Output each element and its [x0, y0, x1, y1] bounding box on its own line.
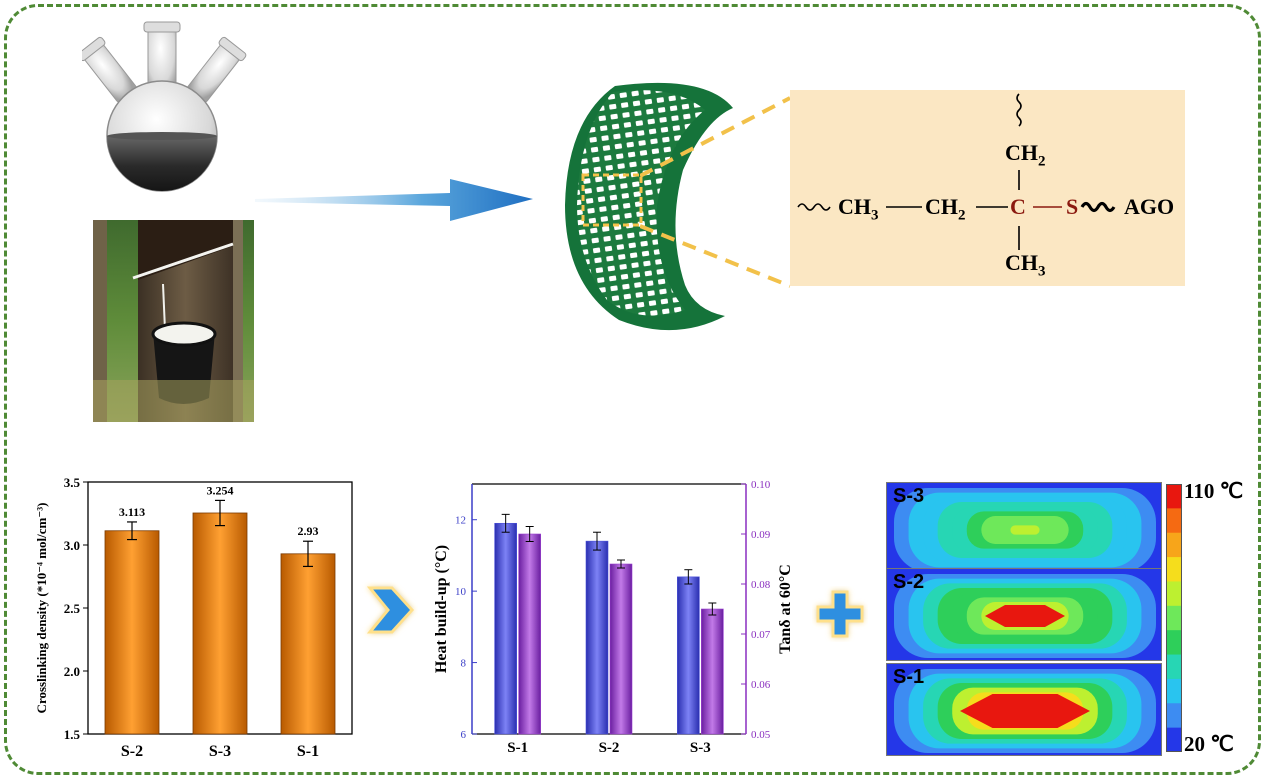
x-tick-label: S-3 — [690, 740, 711, 756]
tan-bar-S-1 — [518, 533, 541, 735]
scale-segment — [1166, 581, 1182, 607]
y2-tick-label: 0.08 — [751, 579, 771, 591]
left-group: CH3 — [838, 194, 879, 224]
y-tick-label: 3.5 — [64, 475, 81, 490]
scale-segment — [1166, 508, 1182, 534]
thermal-panel-label: S-3 — [893, 485, 925, 507]
scale-segment — [1166, 654, 1182, 680]
bottom-group: CH3 — [1005, 250, 1046, 280]
data-label: 3.113 — [119, 505, 145, 519]
x-tick-label: S-2 — [121, 743, 143, 760]
y2-tick-label: 0.07 — [751, 629, 771, 641]
chem-bonds — [797, 93, 1116, 250]
y-tick-label: 6 — [461, 729, 467, 741]
y-tick-label: 12 — [455, 515, 466, 527]
thermal-map — [887, 483, 1161, 574]
scale-max-label: 110 ℃ — [1184, 479, 1244, 503]
thermal-hotspot — [960, 694, 1090, 728]
scale-segment — [1166, 532, 1182, 558]
x-tick-label: S-3 — [209, 743, 231, 760]
scale-segment — [1166, 678, 1182, 704]
sulfur-atom: S — [1066, 194, 1079, 219]
thermal-hotspot — [985, 605, 1065, 627]
x-tick-label: S-1 — [297, 743, 319, 760]
y-tick-label: 2.0 — [64, 664, 80, 679]
y2-tick-label: 0.09 — [751, 529, 771, 541]
heat-bar-S-2 — [585, 540, 609, 735]
bar-S-1 — [280, 553, 336, 735]
heat-bar-S-1 — [494, 522, 517, 735]
chemical-structure-panel: CH2 CH3 CH2 C S AGO CH3 — [790, 90, 1185, 286]
y-tick-label: 8 — [461, 658, 467, 670]
scale-border — [1166, 484, 1182, 752]
plus-icon — [816, 590, 864, 638]
y-tick-label: 10 — [455, 586, 467, 598]
scale-segment — [1166, 557, 1182, 582]
scale-segment — [1166, 727, 1182, 752]
middle-group: CH2 — [925, 194, 966, 224]
y-tick-label: 2.5 — [64, 601, 81, 616]
scale-segment — [1166, 630, 1182, 656]
tan-bar-S-2 — [609, 563, 633, 735]
tan-bar-S-3 — [701, 608, 724, 735]
data-label: 3.254 — [207, 483, 234, 497]
dashed-frame — [4, 4, 1261, 775]
thermal-panel-s-1: S-1 — [886, 663, 1162, 756]
center-carbon: C — [1010, 194, 1026, 219]
y2-axis-label: Tanδ at 60°C — [777, 564, 794, 654]
scale-segment — [1166, 484, 1182, 509]
thermal-panel-label: S-2 — [893, 571, 925, 593]
process-arrow — [255, 179, 533, 221]
temperature-color-scale — [1166, 484, 1182, 752]
bar-S-2 — [104, 530, 160, 735]
thermal-panel-label: S-1 — [893, 666, 925, 688]
thermal-contour — [1010, 525, 1040, 535]
scale-segment — [1166, 605, 1182, 631]
y-axis-label: Heat build-up (°C) — [433, 545, 450, 673]
rubber-tree-photo — [93, 220, 254, 422]
y-axis-label: Crosslinking density (*10⁻⁴ mol/cm⁻³) — [34, 503, 49, 714]
thermal-panel-s-3: S-3 — [886, 482, 1162, 575]
y-tick-label: 1.5 — [64, 727, 81, 742]
bar-S-3 — [192, 512, 248, 735]
chevron-arrow-icon — [366, 586, 415, 634]
tire-icon — [565, 82, 733, 331]
x-tick-label: S-2 — [599, 740, 620, 756]
flask-icon — [82, 21, 247, 192]
y2-tick-label: 0.05 — [751, 729, 771, 741]
top-group: CH2 — [1005, 140, 1046, 170]
ago-label: AGO — [1124, 194, 1175, 219]
scale-min-label: 20 ℃ — [1184, 732, 1234, 756]
thermal-map — [887, 664, 1161, 755]
y2-tick-label: 0.10 — [751, 479, 771, 491]
crosslinking-density-chart: 1.5 2.0 2.5 3.0 3.5 3.113 S-2 3.254 S-3 2.93 S-1 Cr… — [34, 475, 353, 760]
zoom-lines — [640, 96, 791, 288]
x-tick-label: S-1 — [507, 740, 528, 756]
heat-bar-S-3 — [677, 576, 700, 735]
heat-buildup-chart: 6 8 10 12 0.05 0.06 0.07 0.08 0.09 0.10 S-1 S-2 S-3 H… — [433, 479, 794, 756]
scale-segment — [1166, 703, 1182, 729]
y-tick-label: 3.0 — [64, 538, 80, 553]
y2-tick-label: 0.06 — [751, 679, 771, 691]
thermal-map — [887, 569, 1161, 660]
thermal-panel-s-2: S-2 — [886, 568, 1162, 661]
data-label: 2.93 — [298, 524, 319, 538]
